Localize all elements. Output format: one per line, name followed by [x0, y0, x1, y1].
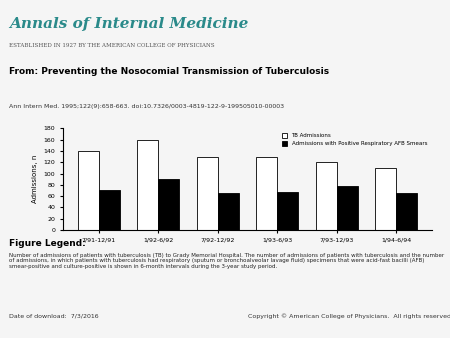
Text: Figure Legend:: Figure Legend:: [9, 239, 86, 248]
Text: ESTABLISHED IN 1927 BY THE AMERICAN COLLEGE OF PHYSICIANS: ESTABLISHED IN 1927 BY THE AMERICAN COLL…: [9, 43, 215, 48]
Bar: [337, 186, 358, 230]
Text: Ann Intern Med. 1995;122(9):658-663. doi:10.7326/0003-4819-122-9-199505010-00003: Ann Intern Med. 1995;122(9):658-663. doi…: [9, 104, 284, 109]
Bar: [158, 179, 179, 230]
Bar: [197, 156, 218, 230]
Bar: [218, 193, 238, 230]
Text: Annals of Internal Medicine: Annals of Internal Medicine: [9, 17, 248, 31]
Bar: [277, 192, 298, 230]
Text: Copyright © American College of Physicians.  All rights reserved.: Copyright © American College of Physicia…: [248, 313, 450, 319]
Bar: [78, 151, 99, 230]
Y-axis label: Admissions, n: Admissions, n: [32, 155, 38, 203]
Legend: TB Admissions, Admissions with Positive Respiratory AFB Smears: TB Admissions, Admissions with Positive …: [279, 131, 429, 149]
Bar: [137, 140, 158, 230]
Text: Number of admissions of patients with tuberculosis (TB) to Grady Memorial Hospit: Number of admissions of patients with tu…: [9, 253, 444, 269]
Bar: [316, 162, 337, 230]
Bar: [99, 190, 120, 230]
Text: Date of download:  7/3/2016: Date of download: 7/3/2016: [9, 314, 99, 318]
Bar: [375, 168, 396, 230]
Bar: [256, 156, 277, 230]
Text: From: Preventing the Nosocomial Transmission of Tuberculosis: From: Preventing the Nosocomial Transmis…: [9, 67, 329, 76]
Bar: [396, 193, 417, 230]
